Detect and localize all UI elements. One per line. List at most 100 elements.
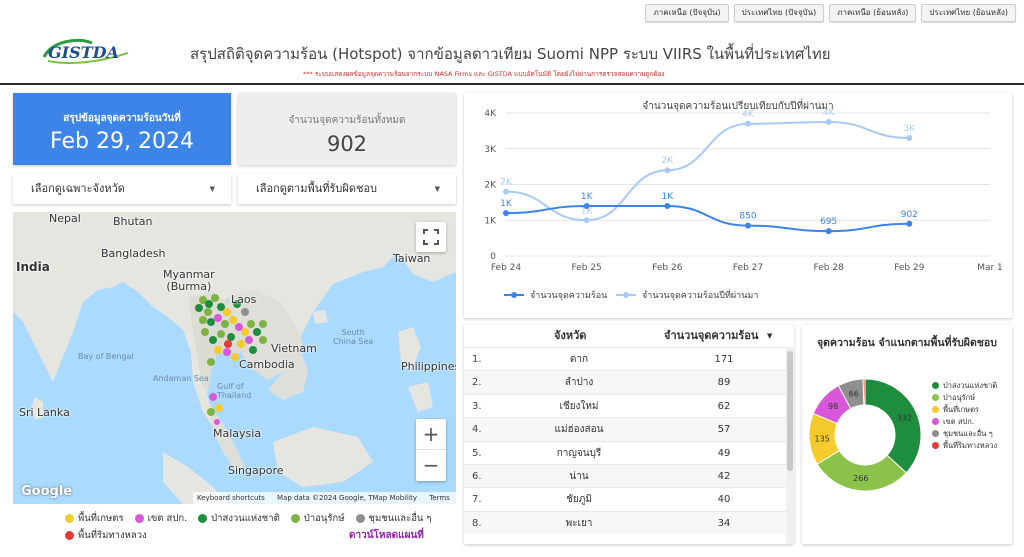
row-count: 42: [717, 471, 731, 482]
line-chart-title: จำนวนจุดความร้อนเปรียบเทียบกับปีที่ผ่านม…: [642, 98, 833, 112]
report-page-nav: ภาคเหนือ (ปัจจุบัน) ประเทศไทย (ปัจจุบัน)…: [645, 4, 1016, 22]
legend-dot: [290, 514, 300, 523]
keyboard-shortcuts-link[interactable]: Keyboard shortcuts: [197, 494, 265, 502]
series-line-0: [505, 204, 910, 233]
zoom-in-button[interactable]: +: [416, 419, 446, 450]
legend-dot: [134, 514, 144, 523]
map-label-laos: Laos: [231, 293, 257, 306]
legend-item-alro: เขต สปก.: [134, 511, 187, 526]
row-province: ตาก: [569, 354, 589, 365]
today-kpi-label: สรุปข้อมูลจุดความร้อนวันที่: [63, 113, 181, 124]
row-province: กาญจนบุรี: [556, 447, 602, 459]
data-point: [825, 228, 832, 235]
chevron-down-icon: ▼: [209, 185, 215, 193]
map-label-malaysia: Malaysia: [213, 427, 262, 440]
donut-legend-item: พื้นที่เกษตร: [932, 405, 1008, 414]
row-province: เชียงใหม่: [559, 400, 599, 412]
table-row[interactable]: 1. ตาก 171: [464, 347, 794, 370]
hotspot-markers: [195, 294, 267, 425]
table-row[interactable]: 4. แม่ฮ่องสอน 57: [464, 417, 794, 441]
table-row[interactable]: 7. ชัยภูมิ 40: [464, 487, 794, 510]
column-header-count[interactable]: จำนวนจุดความร้อน: [664, 329, 759, 342]
nav-thailand-current-button[interactable]: ประเทศไทย (ปัจจุบัน): [733, 4, 825, 22]
table-scrollbar[interactable]: [786, 347, 794, 544]
donut-legend-item: พื้นที่ริมทางหลวง: [932, 441, 1008, 450]
donut-slice-label: 98: [828, 402, 838, 411]
today-kpi-value: Feb 29, 2024: [50, 129, 194, 154]
total-kpi-label: จำนวนจุดความร้อนทั้งหมด: [288, 115, 406, 126]
landuse-filter-dropdown[interactable]: เลือกดูตามพื้นที่รับผิดชอบ ▼: [238, 174, 456, 204]
map-label-nepal: Nepal: [49, 212, 81, 225]
nav-thailand-history-button[interactable]: ประเทศไทย (ย้อนหลัง): [921, 4, 1016, 22]
data-label: 1K: [581, 192, 594, 202]
map-label-bangladesh: Bangladesh: [101, 247, 166, 260]
x-tick-label: Feb 27: [733, 263, 763, 273]
row-province: ชัยภูมิ: [566, 494, 592, 506]
column-header-province[interactable]: จังหวัด: [554, 329, 587, 342]
data-label: 2K: [500, 178, 513, 188]
table-row[interactable]: 8. พะเยา 34: [464, 510, 794, 535]
donut-slice[interactable]: [862, 378, 866, 406]
table-row[interactable]: 6. น่าน 42: [464, 464, 794, 488]
table-row[interactable]: 5. กาญจนบุรี 49: [464, 440, 794, 464]
row-rank: 5.: [472, 447, 482, 459]
total-kpi-value: 902: [326, 132, 368, 156]
table-row[interactable]: 2. ลำปาง 89: [464, 370, 794, 394]
zoom-out-button[interactable]: −: [422, 453, 440, 477]
row-count: 89: [717, 377, 731, 389]
landuse-filter-label: เลือกดูตามพื้นที่รับผิดชอบ: [256, 182, 378, 195]
google-logo: Google: [21, 484, 73, 499]
hotspot-map[interactable]: Nepal Bhutan Bangladesh India Myanmar (B…: [13, 212, 456, 504]
data-point: [664, 167, 671, 174]
province-filter-label: เลือกดูเฉพาะจังหวัด: [31, 182, 125, 195]
landuse-donut-card: จุดความร้อน จำแนกตามพื้นที่รับผิดชอบ 332…: [802, 325, 1012, 544]
donut-slice-label: 135: [814, 434, 829, 443]
map-label-sri-lanka: Sri Lanka: [19, 406, 70, 419]
x-tick-label: Feb 26: [652, 263, 683, 273]
legend-item-agriculture: พื้นที่เกษตร: [65, 511, 124, 526]
terms-link[interactable]: Terms: [429, 494, 450, 502]
data-label: 1K: [662, 192, 675, 202]
comparison-line-chart: จำนวนจุดความร้อนเปรียบเทียบกับปีที่ผ่านม…: [484, 98, 1002, 301]
data-point: [745, 222, 751, 229]
legend-dot: [65, 514, 74, 523]
nav-north-history-button[interactable]: ภาคเหนือ (ย้อนหลัง): [829, 4, 917, 22]
row-count: 62: [717, 400, 731, 412]
fullscreen-button[interactable]: [416, 222, 446, 252]
data-point: [745, 120, 751, 127]
row-province: แม่ฮ่องสอน: [554, 424, 604, 436]
map-label-south-china-sea: South China Sea: [333, 328, 374, 346]
legend-dot: [355, 514, 365, 523]
x-tick-label: Feb 29: [894, 263, 925, 273]
page-title: สรุปสถิติจุดความร้อน (Hotspot) จากข้อมูล…: [190, 45, 831, 63]
data-point: [906, 220, 913, 227]
sort-desc-icon[interactable]: ▼: [767, 332, 773, 340]
legend-item-highway: พื้นที่ริมทางหลวง: [65, 528, 147, 543]
legend-dot: [198, 514, 208, 523]
map-label-andaman-sea: Andaman Sea: [153, 374, 209, 383]
data-label: 1K: [581, 206, 594, 216]
legend-label-previous: จำนวนจุดความร้อนปีที่ผ่านมา: [642, 288, 758, 301]
x-tick-label: Feb 28: [814, 263, 845, 273]
legend-item-conservation-forest: ป่าอนุรักษ์: [290, 511, 344, 526]
table-row[interactable]: 3. เชียงใหม่ 62: [464, 393, 794, 417]
data-label: 902: [901, 210, 918, 220]
map-label-bay-of-bengal: Bay of Bengal: [78, 352, 134, 361]
map-data-credit: Map data ©2024 Google, TMap Mobility: [277, 494, 417, 502]
data-label: 2K: [662, 156, 675, 166]
nav-north-current-button[interactable]: ภาคเหนือ (ปัจจุบัน): [645, 4, 729, 22]
province-table: จังหวัด จำนวนจุดความร้อน ▼ 1. ตาก 171 2. ลำป…: [464, 325, 794, 544]
scroll-thumb[interactable]: [787, 351, 793, 471]
province-filter-dropdown[interactable]: เลือกดูเฉพาะจังหวัด ▼: [13, 174, 231, 204]
chevron-down-icon: ▼: [434, 185, 440, 193]
total-kpi-card: จำนวนจุดความร้อนทั้งหมด 902: [238, 93, 456, 165]
row-rank: 4.: [472, 424, 482, 436]
data-point: [503, 210, 509, 217]
data-point: [583, 217, 590, 224]
row-count: 57: [717, 424, 731, 436]
download-map-link[interactable]: ดาวน์โหลดแผนที่: [349, 530, 424, 541]
row-count: 34: [717, 517, 731, 529]
row-province: พะเยา: [565, 517, 593, 529]
donut-slice[interactable]: [864, 378, 922, 474]
donut-slice-label: 332: [897, 414, 912, 423]
